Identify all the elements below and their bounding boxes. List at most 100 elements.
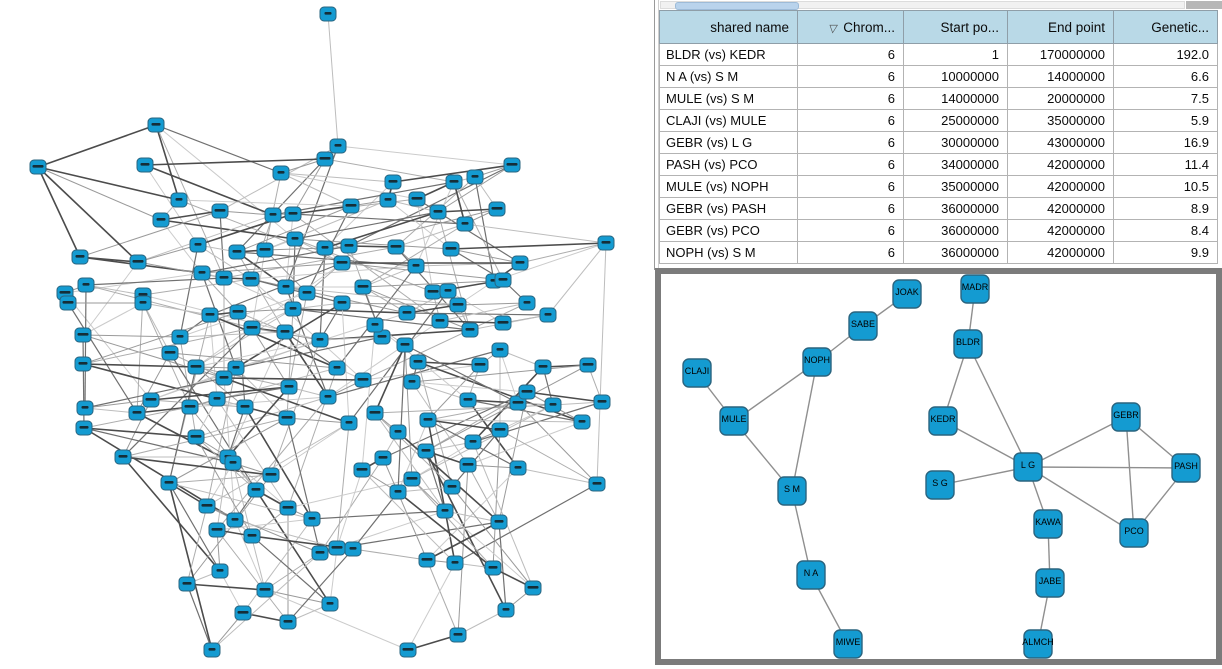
cell-value[interactable]: 6 (797, 175, 904, 198)
subnetwork-node[interactable]: MULE (719, 406, 749, 436)
cell-value[interactable]: 6 (797, 109, 904, 132)
cell-value[interactable]: 6 (797, 197, 904, 220)
subnetwork-node[interactable]: S M (777, 476, 807, 506)
cell-value[interactable]: 36000000 (903, 241, 1008, 264)
column-header-start-po---[interactable]: Start po... (903, 10, 1008, 44)
subnetwork-node[interactable]: JOAK (892, 279, 922, 309)
subnetwork-node[interactable]: KAWA (1033, 509, 1063, 539)
subnetwork-node[interactable]: KEDR (928, 406, 958, 436)
cell-value[interactable]: 6.6 (1113, 65, 1218, 88)
subnetwork-node-shape[interactable] (1171, 453, 1201, 483)
subnetwork-node[interactable]: BLDR (953, 329, 983, 359)
cell-value[interactable]: 6 (797, 131, 904, 154)
cell-shared-name[interactable]: PASH (vs) PCO (659, 153, 798, 176)
main-network-view[interactable] (0, 0, 653, 669)
cell-value[interactable]: 10000000 (903, 65, 1008, 88)
subnetwork-node-shape[interactable] (1013, 452, 1043, 482)
column-header-chrom---[interactable]: ▽ Chrom... (797, 10, 904, 44)
subnetwork-node-shape[interactable] (1023, 629, 1053, 659)
cell-value[interactable]: 25000000 (903, 109, 1008, 132)
cell-value[interactable]: 42000000 (1007, 153, 1114, 176)
cell-value[interactable]: 36000000 (903, 219, 1008, 242)
subnetwork-node[interactable]: S G (925, 470, 955, 500)
subnetwork-node[interactable]: N A (796, 560, 826, 590)
cell-value[interactable]: 6 (797, 153, 904, 176)
cell-value[interactable]: 14000000 (903, 87, 1008, 110)
cell-shared-name[interactable]: CLAJI (vs) MULE (659, 109, 798, 132)
column-header-genetic---[interactable]: Genetic... (1113, 10, 1218, 44)
table-row[interactable]: GEBR (vs) PASH 6 36000000 42000000 8.9 (659, 197, 1218, 220)
subnetwork-node[interactable]: PASH (1171, 453, 1201, 483)
subnetwork-node[interactable]: GEBR (1111, 402, 1141, 432)
subnetwork-node[interactable]: ALMCH (1022, 629, 1054, 659)
cell-value[interactable]: 170000000 (1007, 43, 1114, 66)
cell-value[interactable]: 6 (797, 241, 904, 264)
cell-shared-name[interactable]: MULE (vs) S M (659, 87, 798, 110)
subnetwork-node[interactable]: CLAJI (682, 358, 712, 388)
subnetwork-node-shape[interactable] (953, 329, 983, 359)
subnetwork-node-shape[interactable] (928, 406, 958, 436)
cell-value[interactable]: 5.9 (1113, 109, 1218, 132)
table-row[interactable]: MULE (vs) NOPH 6 35000000 42000000 10.5 (659, 175, 1218, 198)
column-header-end-point[interactable]: End point (1007, 10, 1114, 44)
subnetwork-node-shape[interactable] (719, 406, 749, 436)
cell-value[interactable]: 192.0 (1113, 43, 1218, 66)
subnetwork-node-shape[interactable] (892, 279, 922, 309)
cell-value[interactable]: 9.9 (1113, 241, 1218, 264)
table-row[interactable]: GEBR (vs) L G 6 30000000 43000000 16.9 (659, 131, 1218, 154)
table-row[interactable]: CLAJI (vs) MULE 6 25000000 35000000 5.9 (659, 109, 1218, 132)
sort-filter-icon[interactable]: ▽ (827, 22, 839, 35)
subnetwork-node-shape[interactable] (848, 311, 878, 341)
cell-shared-name[interactable]: MULE (vs) NOPH (659, 175, 798, 198)
subnetwork-node-shape[interactable] (1119, 518, 1149, 548)
subnetwork-node-shape[interactable] (1035, 568, 1065, 598)
cell-shared-name[interactable]: GEBR (vs) L G (659, 131, 798, 154)
subnetwork-node-shape[interactable] (833, 629, 863, 659)
cell-value[interactable]: 6 (797, 65, 904, 88)
cell-value[interactable]: 35000000 (903, 175, 1008, 198)
subnetwork-node-shape[interactable] (1033, 509, 1063, 539)
cell-value[interactable]: 42000000 (1007, 219, 1114, 242)
subnetwork-node-shape[interactable] (1111, 402, 1141, 432)
cell-shared-name[interactable]: GEBR (vs) PASH (659, 197, 798, 220)
cell-value[interactable]: 8.4 (1113, 219, 1218, 242)
subnetwork-node-shape[interactable] (777, 476, 807, 506)
subnetwork-node-shape[interactable] (925, 470, 955, 500)
cell-shared-name[interactable]: GEBR (vs) PCO (659, 219, 798, 242)
cell-value[interactable]: 14000000 (1007, 65, 1114, 88)
table-row[interactable]: PASH (vs) PCO 6 34000000 42000000 11.4 (659, 153, 1218, 176)
cell-value[interactable]: 11.4 (1113, 153, 1218, 176)
subnetwork-node-shape[interactable] (802, 347, 832, 377)
cell-value[interactable]: 43000000 (1007, 131, 1114, 154)
table-row[interactable]: NOPH (vs) S M 6 36000000 42000000 9.9 (659, 241, 1218, 264)
cell-value[interactable]: 8.9 (1113, 197, 1218, 220)
table-row[interactable]: GEBR (vs) PCO 6 36000000 42000000 8.4 (659, 219, 1218, 242)
cell-value[interactable]: 6 (797, 219, 904, 242)
table-row[interactable]: BLDR (vs) KEDR 6 1 170000000 192.0 (659, 43, 1218, 66)
cell-value[interactable]: 42000000 (1007, 197, 1114, 220)
cell-value[interactable]: 10.5 (1113, 175, 1218, 198)
table-horizontal-scrollbar[interactable] (660, 1, 1185, 10)
cell-value[interactable]: 7.5 (1113, 87, 1218, 110)
scrollbar-thumb[interactable] (675, 2, 799, 10)
cell-shared-name[interactable]: BLDR (vs) KEDR (659, 43, 798, 66)
subnetwork-canvas[interactable]: JOAK MADR SABE NOPH BLDR CLAJI MULE KEDR GEBR L G… (655, 268, 1222, 665)
cell-value[interactable]: 20000000 (1007, 87, 1114, 110)
cell-value[interactable]: 42000000 (1007, 175, 1114, 198)
cell-value[interactable]: 16.9 (1113, 131, 1218, 154)
subnetwork-node[interactable]: NOPH (802, 347, 832, 377)
subnetwork-node[interactable]: SABE (848, 311, 878, 341)
cell-value[interactable]: 36000000 (903, 197, 1008, 220)
table-row[interactable]: MULE (vs) S M 6 14000000 20000000 7.5 (659, 87, 1218, 110)
cell-value[interactable]: 35000000 (1007, 109, 1114, 132)
column-header-shared-name[interactable]: shared name (659, 10, 798, 44)
cell-value[interactable]: 6 (797, 87, 904, 110)
table-row[interactable]: N A (vs) S M 6 10000000 14000000 6.6 (659, 65, 1218, 88)
subnetwork-node[interactable]: JABE (1035, 568, 1065, 598)
subnetwork-node[interactable]: MADR (960, 274, 990, 304)
subnetwork-node[interactable]: L G (1013, 452, 1043, 482)
cell-value[interactable]: 34000000 (903, 153, 1008, 176)
subnetwork-node[interactable]: MIWE (833, 629, 863, 659)
main-network-canvas[interactable] (0, 0, 653, 669)
subnetwork-node[interactable]: PCO (1119, 518, 1149, 548)
